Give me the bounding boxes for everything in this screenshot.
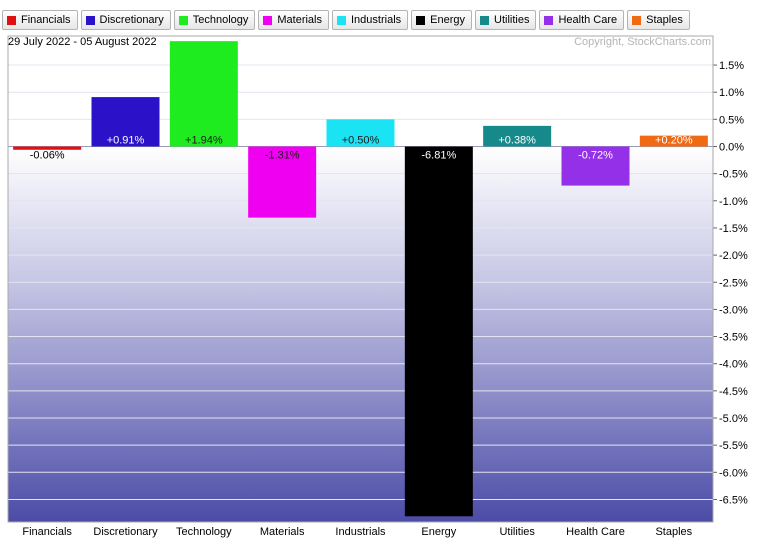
bar-discretionary — [91, 97, 160, 147]
legend-swatch — [544, 15, 554, 25]
y-tick-label: -2.0% — [719, 250, 748, 262]
y-tick-label: -4.0% — [719, 359, 748, 371]
bar-industrials — [326, 119, 395, 147]
plot-frame — [7, 35, 714, 523]
x-tick-label: Industrials — [335, 526, 386, 538]
bar-utilities — [483, 125, 552, 147]
legend-label: Materials — [277, 14, 322, 26]
legend-item-discretionary[interactable]: Discretionary — [80, 10, 171, 30]
legend-label: Financials — [21, 14, 71, 26]
data-label: +1.94% — [185, 135, 223, 147]
legend-item-energy[interactable]: Energy — [411, 10, 472, 30]
legend-item-utilities[interactable]: Utilities — [475, 10, 537, 30]
y-tick-label: -2.5% — [719, 277, 748, 289]
legend-swatch — [632, 15, 642, 25]
data-label: -0.06% — [30, 150, 65, 162]
bar-staples — [639, 135, 708, 147]
y-tick-label: -1.0% — [719, 196, 748, 208]
y-tick-label: -6.0% — [719, 467, 748, 479]
x-tick-label: Health Care — [566, 526, 625, 538]
y-tick-label: 0.5% — [719, 114, 744, 126]
y-tick-label: -5.0% — [719, 413, 748, 425]
data-label: +0.38% — [498, 135, 536, 147]
y-tick-label: 1.0% — [719, 87, 744, 99]
legend-swatch — [416, 15, 426, 25]
data-label: -1.31% — [265, 150, 300, 162]
legend-item-financials[interactable]: Financials — [2, 10, 78, 30]
bar-technology — [169, 41, 238, 147]
data-label: -6.81% — [421, 150, 456, 162]
data-label: +0.50% — [342, 135, 380, 147]
x-tick-label: Materials — [260, 526, 305, 538]
legend-item-health-care[interactable]: Health Care — [539, 10, 625, 30]
legend-item-industrials[interactable]: Industrials — [332, 10, 409, 30]
data-label: +0.91% — [107, 135, 145, 147]
legend-label: Energy — [430, 14, 465, 26]
bar-materials — [248, 146, 317, 218]
y-tick-label: -4.5% — [719, 386, 748, 398]
legend-item-staples[interactable]: Staples — [627, 10, 690, 30]
legend-label: Technology — [192, 14, 249, 26]
legend-label: Discretionary — [99, 14, 164, 26]
negative-region-background — [8, 146, 713, 522]
bar-health-care — [561, 146, 630, 186]
x-tick-label: Financials — [22, 526, 72, 538]
legend-item-technology[interactable]: Technology — [173, 10, 256, 30]
legend-label: Industrials — [351, 14, 402, 26]
legend-swatch — [337, 15, 346, 25]
x-tick-label: Utilities — [499, 526, 535, 538]
data-label: -0.72% — [578, 150, 613, 162]
y-tick-label: -3.5% — [719, 332, 748, 344]
bar-financials — [13, 146, 82, 150]
legend-item-materials[interactable]: Materials — [258, 10, 329, 30]
legend-label: Health Care — [558, 14, 618, 26]
legend-swatch — [85, 15, 95, 25]
x-tick-label: Staples — [655, 526, 692, 538]
y-tick-label: -6.5% — [719, 494, 748, 506]
y-tick-label: 0.0% — [719, 142, 744, 154]
y-tick-label: -1.5% — [719, 223, 748, 235]
x-tick-label: Energy — [421, 526, 456, 538]
legend-swatch — [480, 15, 489, 25]
y-tick-label: -3.0% — [719, 304, 748, 316]
legend: Financials Discretionary Technology Materia… — [2, 10, 690, 32]
legend-label: Utilities — [494, 14, 530, 26]
y-tick-label: 1.5% — [719, 60, 744, 72]
legend-swatch — [263, 15, 273, 25]
data-label: +0.20% — [655, 135, 693, 147]
date-range: 29 July 2022 - 05 August 2022 — [8, 36, 157, 48]
legend-label: Staples — [646, 14, 683, 26]
y-tick-label: -0.5% — [719, 169, 748, 181]
x-tick-label: Discretionary — [93, 526, 158, 538]
bar-energy — [404, 146, 473, 517]
x-tick-label: Technology — [176, 526, 232, 538]
legend-swatch — [7, 15, 16, 25]
legend-swatch — [178, 15, 188, 25]
y-tick-label: -5.5% — [719, 440, 748, 452]
copyright: Copyright, StockCharts.com — [574, 36, 711, 48]
